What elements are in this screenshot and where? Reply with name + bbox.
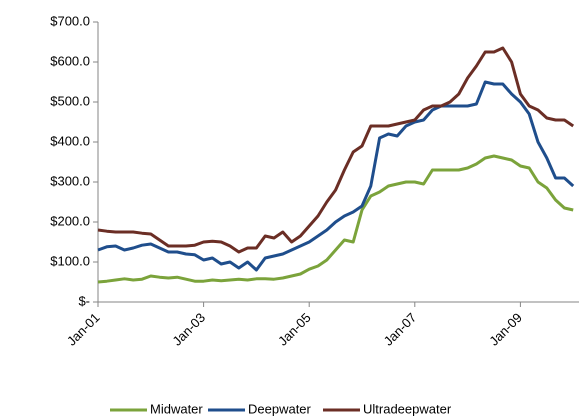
- y-tick-label: $300.0: [50, 173, 90, 188]
- x-tick-label: Jan-05: [275, 310, 314, 349]
- y-tick-label: $500.0: [50, 93, 90, 108]
- y-tick-label: $600.0: [50, 53, 90, 68]
- series-line: [97, 154, 574, 284]
- y-tick-label: $-: [78, 293, 90, 308]
- series-line: [97, 46, 575, 254]
- x-tick-label: Jan-01: [64, 310, 103, 349]
- x-tick-label: Jan-07: [381, 310, 420, 349]
- y-tick-label: $100.0: [50, 253, 90, 268]
- legend-label: Deepwater: [248, 401, 312, 416]
- series-line: [97, 80, 575, 272]
- legend-label: Ultradeepwater: [363, 401, 452, 416]
- legend-label: Midwater: [150, 401, 203, 416]
- y-tick-label: $200.0: [50, 213, 90, 228]
- x-tick-label: Jan-09: [486, 310, 525, 349]
- y-tick-label: $400.0: [50, 133, 90, 148]
- x-tick-label: Jan-03: [169, 310, 208, 349]
- y-tick-label: $700.0: [50, 13, 90, 28]
